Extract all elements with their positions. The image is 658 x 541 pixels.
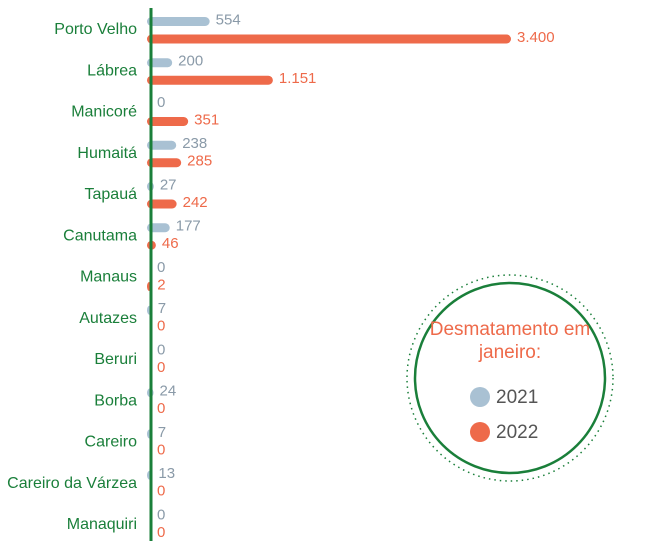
bar [147,117,189,126]
value-label: 554 [216,11,241,28]
bar [147,140,177,150]
legend-label: 2022 [496,422,538,443]
category-label: Manaus [80,269,137,286]
value-label: 200 [178,53,203,70]
category-label: Autazes [79,310,137,327]
value-label: 0 [157,506,165,523]
value-label: 24 [160,383,177,400]
value-label: 242 [183,194,208,211]
value-label: 0 [157,259,165,276]
value-label: 0 [157,318,165,335]
value-label: 0 [157,400,165,417]
bar [147,223,170,233]
category-label: Humaitá [77,145,137,162]
value-label: 1.151 [279,70,317,87]
category-label: Beruri [94,351,137,368]
bar [147,34,511,44]
value-label: 0 [157,441,165,458]
legend-ring [413,281,607,475]
value-label: 0 [157,524,165,541]
value-label: 285 [187,153,212,170]
legend-ring-dotted [406,274,614,482]
category-label: Porto Velho [54,21,137,38]
category-label: Lábrea [87,62,137,79]
value-label: 177 [176,218,201,235]
value-label: 7 [158,300,166,317]
bar [147,75,273,85]
category-label: Borba [94,392,137,409]
category-label: Careiro da Várzea [7,475,137,492]
bar [147,17,210,26]
bar [147,199,177,209]
value-label: 27 [160,176,177,193]
value-label: 0 [157,341,165,358]
value-label: 0 [157,483,165,500]
legend-swatch [470,387,490,407]
category-label: Manaquiri [67,516,137,533]
legend-swatch [470,422,490,442]
value-label: 0 [157,359,165,376]
category-label: Manicoré [71,104,137,121]
value-label: 3.400 [517,29,555,46]
category-label: Tapauá [85,186,138,203]
bar [147,158,182,168]
value-label: 238 [182,135,207,152]
legend-title: Desmatamento em janeiro: [429,319,591,363]
value-label: 0 [157,94,165,111]
category-label: Careiro [85,434,138,451]
value-label: 46 [162,235,179,252]
bar [147,58,173,68]
value-label: 351 [194,111,219,128]
value-label: 13 [158,465,175,482]
category-label: Canutama [63,227,137,244]
value-label: 2 [157,276,165,293]
legend-label: 2021 [496,387,538,408]
value-label: 7 [158,424,166,441]
